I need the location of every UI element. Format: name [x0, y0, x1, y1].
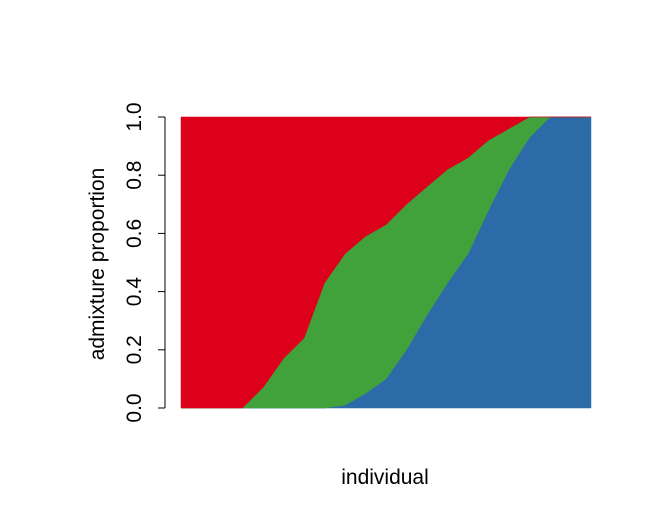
y-axis: 0.0 0.2 0.4 0.6 0.8 1.0	[123, 102, 166, 423]
area-series-3	[180, 116, 591, 409]
y-tick-label: 0.6	[123, 219, 146, 248]
y-tick-label: 0.4	[123, 277, 146, 307]
y-tick-label: 0.8	[123, 161, 146, 190]
y-tick-label: 0.0	[123, 393, 146, 422]
stacked-areas	[180, 116, 592, 409]
y-axis-label: admixture proportion	[86, 168, 109, 361]
x-axis-label: individual	[341, 466, 429, 489]
y-tick-label: 0.2	[123, 335, 146, 364]
y-tick-label: 1.0	[123, 102, 146, 131]
